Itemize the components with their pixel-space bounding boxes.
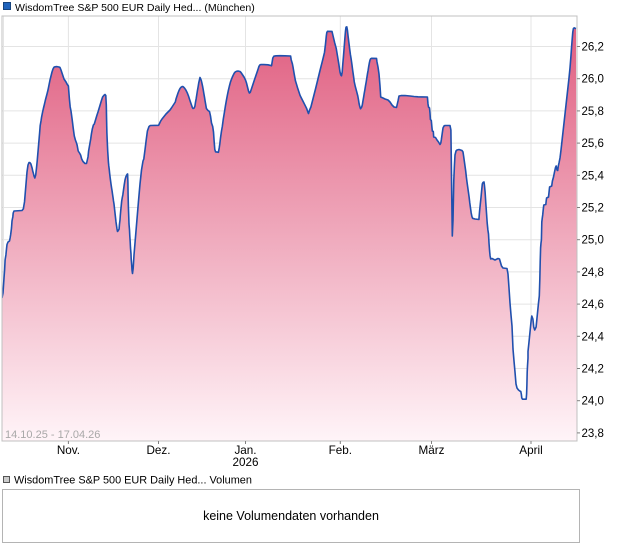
svg-text:25,0: 25,0 (582, 235, 604, 247)
svg-text:keine Volumendaten vorhanden: keine Volumendaten vorhanden (203, 509, 379, 523)
svg-text:25,8: 25,8 (582, 106, 604, 118)
svg-text:23,8: 23,8 (582, 428, 604, 440)
svg-text:25,2: 25,2 (582, 203, 604, 215)
svg-text:24,6: 24,6 (582, 299, 604, 311)
svg-text:24,2: 24,2 (582, 364, 604, 376)
svg-text:26,2: 26,2 (582, 42, 604, 54)
svg-text:Jan.: Jan. (234, 444, 256, 457)
svg-text:25,6: 25,6 (582, 138, 604, 150)
svg-text:April: April (519, 444, 542, 457)
svg-text:Feb.: Feb. (329, 444, 352, 457)
svg-text:24,4: 24,4 (582, 331, 605, 343)
svg-text:März: März (419, 444, 445, 457)
svg-text:WisdomTree S&P 500 EUR Daily H: WisdomTree S&P 500 EUR Daily Hed... (Mün… (15, 2, 255, 14)
svg-text:25,4: 25,4 (582, 170, 605, 182)
svg-text:24,8: 24,8 (582, 267, 604, 279)
svg-text:WisdomTree S&P 500 EUR Daily H: WisdomTree S&P 500 EUR Daily Hed... Volu… (14, 475, 252, 487)
svg-text:Dez.: Dez. (146, 444, 170, 457)
svg-text:Nov.: Nov. (57, 444, 80, 457)
svg-text:26,0: 26,0 (582, 74, 604, 86)
svg-text:14.10.25 - 17.04.26: 14.10.25 - 17.04.26 (5, 429, 100, 441)
svg-text:2026: 2026 (232, 456, 258, 469)
svg-text:24,0: 24,0 (582, 396, 604, 408)
